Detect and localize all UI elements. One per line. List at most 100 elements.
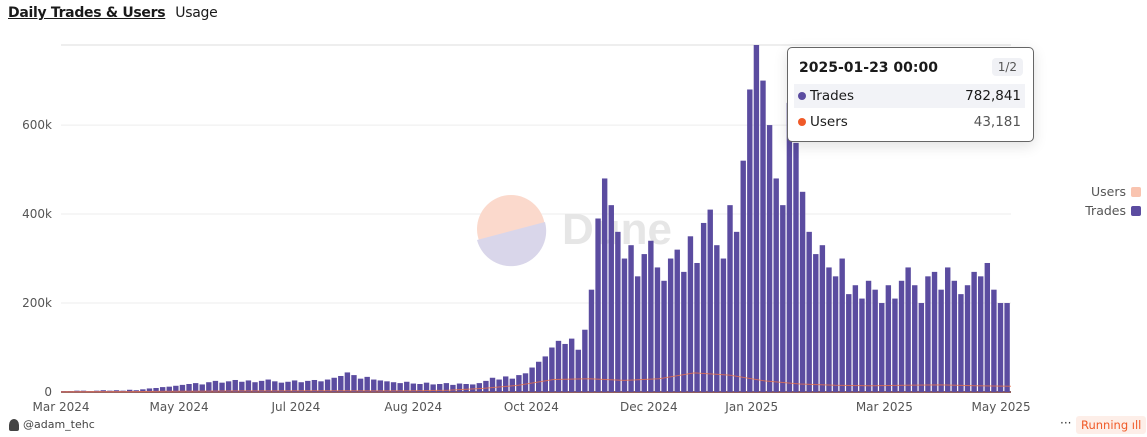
y-tick-label: 0 xyxy=(44,385,52,399)
trades-bar xyxy=(621,258,628,392)
trades-bar xyxy=(714,245,720,392)
trades-bar xyxy=(430,384,436,392)
trades-bar xyxy=(826,267,832,392)
tooltip-series-value: 43,181 xyxy=(973,114,1021,130)
trades-bar xyxy=(496,379,502,392)
x-tick-label: May 2025 xyxy=(972,400,1031,414)
trades-bar xyxy=(159,387,166,392)
trades-bar xyxy=(199,384,205,392)
trades-bar xyxy=(1004,303,1010,392)
trades-bar xyxy=(641,254,647,392)
trades-bar xyxy=(146,388,153,392)
y-tick-label: 600k xyxy=(22,118,52,132)
trades-bar xyxy=(338,375,344,392)
trades-bar xyxy=(232,379,238,392)
x-tick-label: Aug 2024 xyxy=(384,400,442,414)
tooltip-series-name: Trades xyxy=(810,88,854,104)
trades-bar xyxy=(351,375,357,392)
trades-bar xyxy=(654,267,661,392)
author[interactable]: @adam_tehc xyxy=(9,418,95,431)
tooltip: 2025-01-23 00:00 1/2 Trades 782,841 User… xyxy=(787,47,1034,142)
trades-bar xyxy=(958,294,964,392)
trades-bar xyxy=(437,383,443,392)
trades-bar xyxy=(555,340,562,392)
avatar xyxy=(9,418,19,431)
trades-bar xyxy=(852,285,859,392)
more-options-button[interactable]: ··· xyxy=(1060,416,1072,430)
trades-bar xyxy=(720,258,727,392)
tooltip-pager[interactable]: 1/2 xyxy=(991,58,1023,76)
trades-bar xyxy=(925,276,931,392)
trades-bar xyxy=(397,383,403,392)
trades-bar xyxy=(885,285,892,392)
trades-bar xyxy=(945,267,951,392)
trades-bar xyxy=(918,303,925,392)
x-tick-label: Jan 2025 xyxy=(724,400,778,414)
trades-dot-icon xyxy=(798,92,806,100)
trades-bar xyxy=(978,276,984,392)
trades-bar xyxy=(892,298,898,392)
trades-bar xyxy=(324,379,331,392)
trades-bar xyxy=(252,382,258,392)
trades-bar xyxy=(846,294,852,392)
trades-bar xyxy=(272,381,278,392)
trades-bar xyxy=(839,258,845,392)
trades-bar xyxy=(377,380,384,392)
trades-bar xyxy=(364,376,370,392)
trades-bar xyxy=(285,381,291,392)
legend: Users Trades xyxy=(1085,182,1141,220)
trades-bar xyxy=(938,289,944,392)
trades-bar xyxy=(674,249,680,392)
trades-bar xyxy=(456,383,463,392)
trades-bar xyxy=(780,205,786,392)
running-status-badge: Running ıll xyxy=(1076,416,1147,434)
trades-bar xyxy=(463,383,469,392)
tab-usage[interactable]: Usage xyxy=(175,5,218,21)
legend-swatch xyxy=(1131,205,1141,216)
trades-bar xyxy=(140,389,146,392)
trades-bar xyxy=(951,280,958,392)
trades-bar xyxy=(661,280,667,392)
trades-bar xyxy=(991,289,997,392)
legend-item-users[interactable]: Users xyxy=(1085,182,1141,201)
trades-bar xyxy=(628,245,634,392)
trades-bar xyxy=(192,383,199,392)
trades-bar xyxy=(371,379,377,392)
trades-bar xyxy=(806,231,812,392)
trades-bar xyxy=(773,178,779,392)
tab-daily-trades-users[interactable]: Daily Trades & Users xyxy=(8,5,166,21)
trades-bar xyxy=(278,382,285,392)
trades-bar xyxy=(747,89,753,392)
trades-bar xyxy=(219,382,225,392)
x-tick-label: May 2024 xyxy=(150,400,209,414)
x-tick-label: Jul 2024 xyxy=(270,400,320,414)
legend-item-trades[interactable]: Trades xyxy=(1085,201,1141,220)
users-dot-icon xyxy=(798,118,806,126)
tooltip-series-name: Users xyxy=(810,114,848,130)
trades-bar xyxy=(872,289,878,392)
trades-bar xyxy=(997,303,1004,392)
trades-bar xyxy=(206,382,212,392)
trades-bar xyxy=(859,298,865,392)
trades-bar xyxy=(318,381,324,392)
trades-bar xyxy=(245,380,252,392)
trades-bar xyxy=(595,218,601,392)
trades-bar xyxy=(265,379,271,392)
trades-bar xyxy=(793,142,799,392)
trades-bar xyxy=(912,285,918,392)
trades-bar xyxy=(542,356,548,392)
trades-bar xyxy=(331,377,337,392)
trades-bar xyxy=(740,160,746,392)
trades-bar xyxy=(694,262,700,392)
trades-bar xyxy=(753,45,760,392)
trades-bar xyxy=(971,271,977,392)
trades-bar xyxy=(489,377,496,392)
trades-bar xyxy=(582,329,588,392)
x-tick-label: Mar 2025 xyxy=(856,400,913,414)
legend-swatch xyxy=(1131,186,1141,197)
trades-bar xyxy=(344,372,351,392)
trades-bar xyxy=(786,102,793,392)
trades-bar xyxy=(470,384,476,392)
users-line xyxy=(60,372,1012,393)
